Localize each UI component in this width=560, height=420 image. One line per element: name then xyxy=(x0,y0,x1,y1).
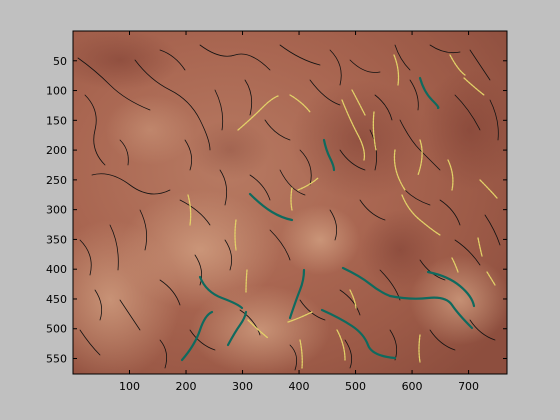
y-axis: 50 100 150 200 250 300 350 400 450 500 550 xyxy=(46,55,507,366)
y-tick-label: 200 xyxy=(46,144,67,157)
x-tick-label: 200 xyxy=(176,380,197,393)
major-vessel-segments xyxy=(180,76,476,362)
x-tick-label: 600 xyxy=(402,380,423,393)
highlight-vessel-segments xyxy=(187,54,498,369)
x-tick-label: 100 xyxy=(119,380,140,393)
y-tick-label: 350 xyxy=(46,233,67,246)
x-tick-label: 400 xyxy=(289,380,310,393)
y-tick-label: 550 xyxy=(46,353,67,366)
x-tick-label: 500 xyxy=(345,380,366,393)
x-tick-label: 700 xyxy=(458,380,479,393)
y-tick-label: 300 xyxy=(46,204,67,217)
y-tick-label: 500 xyxy=(46,323,67,336)
y-tick-label: 250 xyxy=(46,174,67,187)
y-tick-label: 100 xyxy=(46,85,67,98)
y-tick-label: 400 xyxy=(46,263,67,276)
y-tick-label: 150 xyxy=(46,114,67,127)
x-tick-label: 300 xyxy=(232,380,253,393)
x-axis: 100 200 300 400 500 600 700 xyxy=(119,31,479,393)
thin-vessel-segments xyxy=(77,44,501,371)
y-tick-label: 450 xyxy=(46,293,67,306)
retina-image xyxy=(73,31,507,374)
y-tick-label: 50 xyxy=(53,55,67,68)
axes-frame xyxy=(72,30,508,375)
